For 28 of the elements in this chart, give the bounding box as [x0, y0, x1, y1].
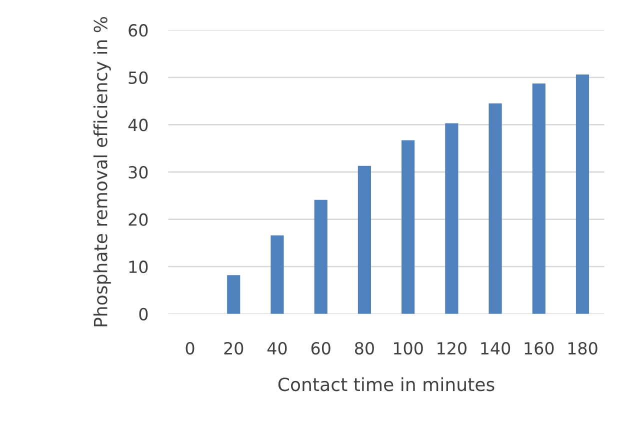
y-tick-label: 10 [129, 260, 148, 274]
y-tick-label: 30 [128, 166, 148, 179]
x-tick-label: 0 [186, 342, 194, 355]
y-tick-label: 40 [128, 118, 148, 132]
y-tick-label: 60 [128, 24, 148, 37]
x-tick-label: 180 [568, 342, 598, 355]
x-tick-label: 140 [481, 342, 510, 355]
bar [402, 140, 415, 314]
bar [314, 200, 328, 314]
x-tick-label: 20 [224, 342, 244, 355]
bar [270, 235, 284, 314]
bar [445, 123, 458, 314]
bar [488, 103, 502, 314]
y-tick-label: 50 [128, 71, 148, 84]
x-tick-label: 160 [524, 342, 554, 355]
x-tick-label: 80 [354, 342, 374, 355]
bar [576, 74, 590, 314]
x-tick-label: 120 [438, 342, 466, 355]
y-axis-title: Phosphate removal efficiency in % [93, 17, 111, 326]
bar [532, 84, 546, 314]
y-tick-label: 20 [128, 213, 148, 226]
x-tick-label: 60 [311, 342, 330, 355]
x-tick-label: 40 [267, 342, 287, 355]
y-tick-label: 0 [139, 308, 148, 320]
bar [227, 275, 240, 314]
bar [358, 166, 371, 314]
x-axis-title: Contact time in minutes [278, 377, 494, 392]
x-tick-label: 100 [394, 342, 423, 355]
